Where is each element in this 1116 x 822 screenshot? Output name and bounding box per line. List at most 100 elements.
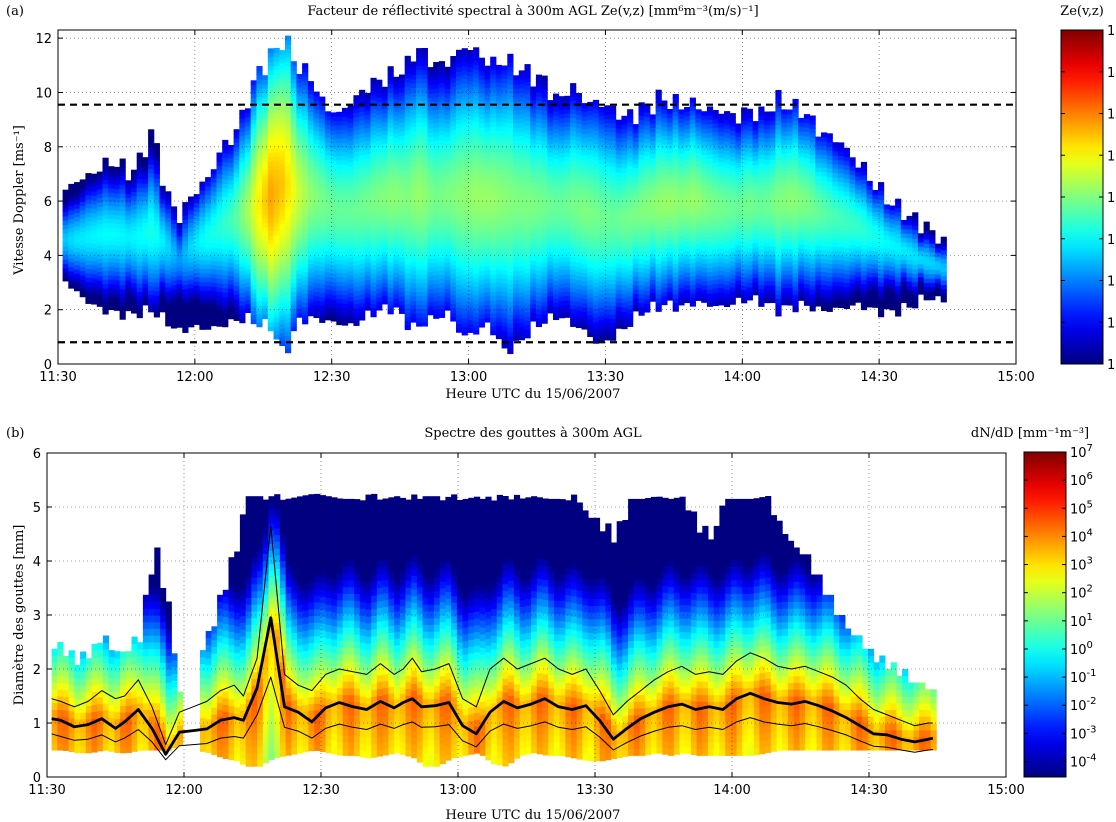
panel-a-heatmap-cell xyxy=(598,159,605,164)
panel-a-heatmap-cell xyxy=(205,203,212,209)
panel-a-heatmap-cell xyxy=(153,303,160,309)
panel-a-heatmap-cell xyxy=(427,97,434,103)
panel-a-heatmap-cell xyxy=(353,268,360,274)
panel-a-heatmap-cell xyxy=(627,209,634,215)
panel-a-heatmap-cell xyxy=(410,196,417,201)
panel-a-heatmap-cell xyxy=(558,104,565,110)
panel-a-heatmap-cell xyxy=(199,194,206,200)
panel-a-heatmap-cell xyxy=(233,246,240,252)
panel-a-heatmap-cell xyxy=(131,308,138,314)
panel-a-heatmap-cell xyxy=(290,256,297,262)
panel-a-heatmap-cell xyxy=(91,173,98,179)
panel-a-heatmap-cell xyxy=(279,254,286,260)
panel-a-heatmap-cell xyxy=(632,128,639,134)
panel-a-heatmap-cell xyxy=(222,257,229,263)
panel-a-heatmap-cell xyxy=(416,95,423,101)
panel-a-heatmap-cell xyxy=(518,335,525,341)
panel-a-heatmap-cell xyxy=(79,227,86,233)
panel-a-heatmap-cell xyxy=(302,115,309,121)
panel-a-heatmap-cell xyxy=(450,203,457,209)
panel-a-heatmap-cell xyxy=(604,257,611,263)
panel-a-heatmap-cell xyxy=(416,113,423,119)
panel-a-heatmap-cell xyxy=(285,144,292,150)
panel-a-heatmap-cell xyxy=(592,121,600,127)
panel-a-heatmap-cell xyxy=(125,241,132,246)
panel-a-heatmap-cell xyxy=(307,289,314,295)
panel-a-heatmap-cell xyxy=(558,304,565,310)
panel-a-heatmap-cell xyxy=(621,233,628,238)
panel-a-heatmap-cell xyxy=(68,266,75,272)
panel-a-heatmap-cell xyxy=(518,174,525,180)
panel-a-heatmap-cell xyxy=(250,215,257,220)
panel-a-heatmap-cell xyxy=(250,154,257,160)
panel-a-heatmap-cell xyxy=(564,165,571,171)
panel-a-heatmap-cell xyxy=(535,118,543,123)
panel-a-heatmap-cell xyxy=(484,243,491,249)
panel-a-heatmap-cell xyxy=(592,99,600,105)
panel-a-heatmap-cell xyxy=(473,177,480,183)
panel-a-heatmap-cell xyxy=(364,240,371,246)
panel-a-heatmap-cell xyxy=(513,223,520,228)
panel-a-heatmap-cell xyxy=(456,284,463,290)
panel-a-heatmap-cell xyxy=(535,283,543,288)
panel-a-heatmap-cell xyxy=(359,154,366,160)
panel-a-heatmap-cell xyxy=(262,83,269,89)
panel-a-heatmap-cell xyxy=(336,311,343,317)
panel-a-heatmap-cell xyxy=(518,100,525,106)
panel-a-heatmap-cell xyxy=(558,148,565,154)
panel-a-heatmap-cell xyxy=(199,212,206,217)
panel-a-heatmap-cell xyxy=(490,143,497,149)
panel-a-heatmap-cell xyxy=(285,131,292,137)
panel-a-heatmap-cell xyxy=(245,160,252,166)
panel-a-heatmap-cell xyxy=(285,35,292,41)
panel-a-heatmap-cell xyxy=(182,262,189,268)
panel-a-heatmap-cell xyxy=(96,254,103,260)
panel-a-heatmap-cell xyxy=(495,286,503,292)
panel-a-heatmap-cell xyxy=(541,292,548,298)
panel-a-heatmap-cell xyxy=(473,290,480,296)
panel-a-heatmap-cell xyxy=(108,214,115,219)
panel-a-heatmap-cell xyxy=(564,217,571,223)
panel-a-heatmap-cell xyxy=(575,262,582,268)
panel-a-heatmap-cell xyxy=(233,151,240,156)
panel-a-heatmap-cell xyxy=(347,153,354,159)
panel-a-heatmap-cell xyxy=(524,129,531,135)
panel-a-heatmap-cell xyxy=(188,313,195,319)
panel-a-heatmap-cell xyxy=(91,256,98,262)
panel-a-heatmap-cell xyxy=(558,200,565,206)
panel-a-heatmap-cell xyxy=(302,245,309,251)
panel-a-heatmap-cell xyxy=(456,84,463,90)
panel-a-heatmap-cell xyxy=(450,173,457,179)
panel-a-heatmap-cell xyxy=(438,300,446,305)
panel-a-heatmap-cell xyxy=(136,170,143,175)
panel-a-heatmap-cell xyxy=(148,185,155,191)
panel-a-heatmap-cell xyxy=(393,111,400,117)
panel-a-heatmap-cell xyxy=(524,151,531,156)
panel-a-heatmap-cell xyxy=(267,87,274,93)
panel-a-heatmap-cell xyxy=(142,235,149,241)
panel-a-heatmap-cell xyxy=(370,125,377,131)
panel-a-heatmap-cell xyxy=(290,317,297,323)
panel-a-heatmap-cell xyxy=(342,216,349,222)
panel-a-heatmap-cell xyxy=(302,315,309,321)
panel-a-heatmap-cell xyxy=(501,165,508,171)
panel-a-heatmap-cell xyxy=(296,312,303,318)
panel-a-heatmap-cell xyxy=(153,173,160,179)
panel-a-heatmap-cell xyxy=(336,237,343,243)
panel-a-heatmap-cell xyxy=(598,237,605,243)
panel-a-heatmap-cell xyxy=(404,194,411,200)
panel-a-heatmap-cell xyxy=(250,223,257,229)
panel-a-heatmap-cell xyxy=(495,308,503,314)
panel-a-heatmap-cell xyxy=(91,217,98,223)
panel-a-heatmap-cell xyxy=(478,162,485,167)
panel-a-heatmap-cell xyxy=(336,320,343,326)
panel-a-heatmap-cell xyxy=(473,212,480,218)
panel-a-heatmap-cell xyxy=(131,169,138,175)
panel-a-heatmap-cell xyxy=(290,178,297,184)
panel-a-heatmap-cell xyxy=(119,236,126,242)
panel-a-heatmap-cell xyxy=(296,82,303,88)
panel-a-heatmap-cell xyxy=(416,117,423,123)
panel-a-heatmap-cell xyxy=(262,105,269,111)
panel-a-heatmap-cell xyxy=(490,326,497,331)
panel-a-heatmap-cell xyxy=(307,150,314,156)
